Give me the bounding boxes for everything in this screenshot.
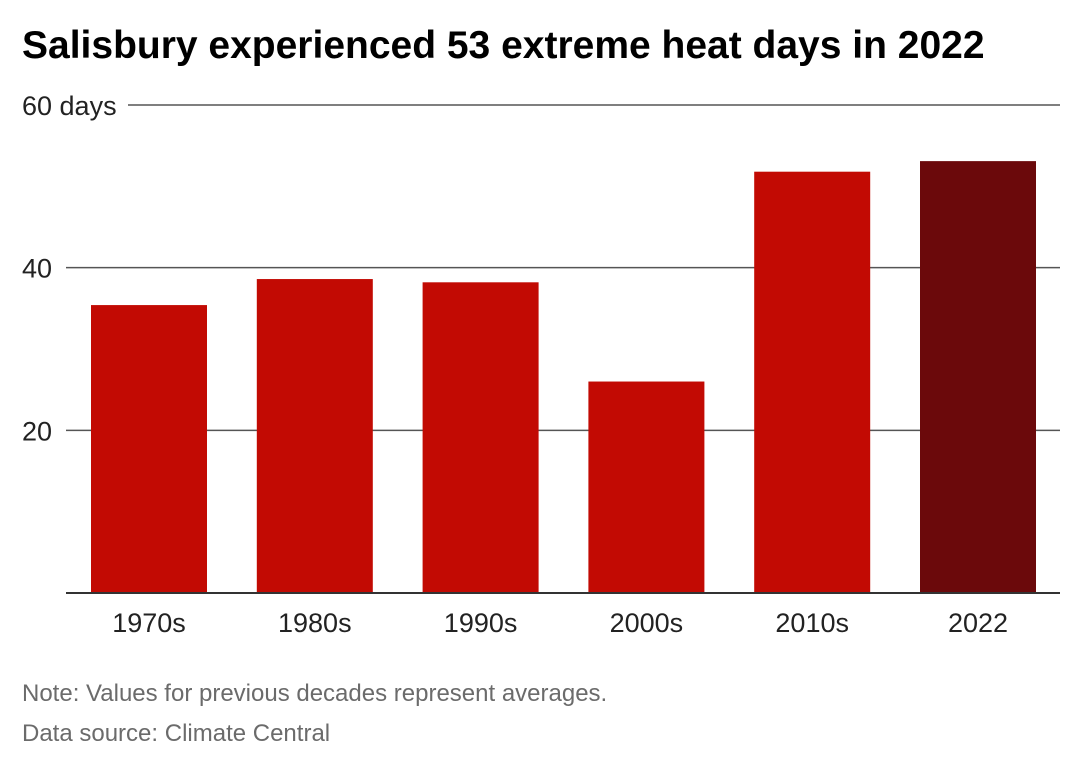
x-tick-label: 2022	[948, 608, 1008, 638]
x-tick-label: 1970s	[112, 608, 186, 638]
chart-note: Note: Values for previous decades repres…	[22, 680, 608, 707]
bar-2010s	[754, 171, 871, 593]
y-tick-label: 60 days	[22, 91, 117, 121]
x-tick-label: 1990s	[444, 608, 518, 638]
bar-2000s	[588, 381, 705, 593]
bar-2022	[920, 161, 1036, 593]
chart-title: Salisbury experienced 53 extreme heat da…	[22, 24, 985, 67]
x-tick-label: 1980s	[278, 608, 352, 638]
x-tick-label: 2000s	[610, 608, 684, 638]
y-tick-label: 40	[22, 254, 52, 284]
axis-labels: 20 40 60 days 1970s 1980s 1990s 2000s 2010s 2022	[22, 91, 1008, 638]
bar-chart: 20 40 60 days 1970s 1980s 1990s 2000s 2010s 2022	[22, 91, 1060, 638]
bars	[91, 161, 1036, 593]
bar-1980s	[256, 279, 373, 593]
y-tick-label: 20	[22, 416, 52, 446]
x-tick-label: 2010s	[775, 608, 849, 638]
bar-1990s	[422, 282, 539, 593]
gridlines	[66, 104, 1060, 432]
bar-1970s	[91, 305, 207, 593]
data-source: Data source: Climate Central	[22, 720, 331, 747]
